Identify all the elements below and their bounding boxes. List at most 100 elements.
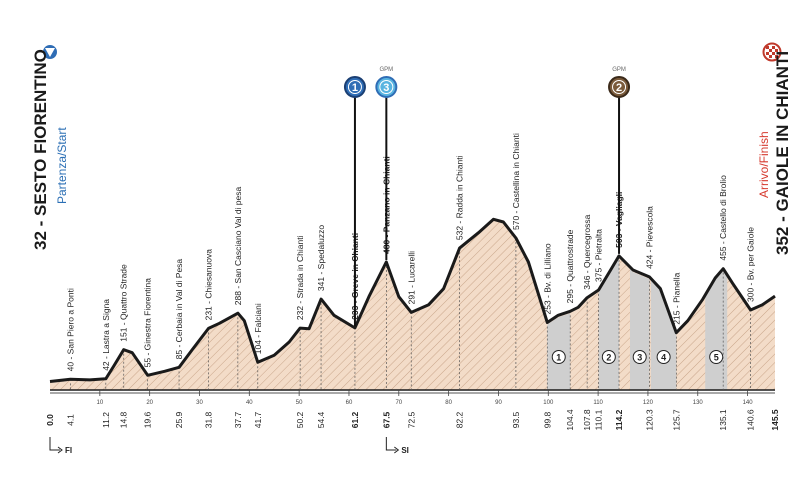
waypoint-label: 288 - San Casciano Val di pesa xyxy=(233,186,243,305)
waypoint-label: 215 - Pianella xyxy=(671,272,681,324)
sector-number-label: 1 xyxy=(556,353,561,363)
minor-tick-label: 140 xyxy=(743,400,754,406)
finish-title: 352 - GAIOLE IN CHIANTI xyxy=(773,51,792,255)
sector-number-badge xyxy=(656,350,671,364)
minor-tick-label: 20 xyxy=(146,400,153,406)
km-label: 41.7 xyxy=(253,411,263,428)
finish-altitude: 352 xyxy=(773,227,792,255)
waypoint-label: 341 - Spedaluzzo xyxy=(316,225,326,291)
sector-number-label: 5 xyxy=(714,353,719,363)
badge-sublabel: GPM xyxy=(380,67,394,73)
start-altitude: 32 xyxy=(31,231,50,250)
checker-cell xyxy=(769,55,772,58)
minor-tick-label: 10 xyxy=(96,400,103,406)
waypoint-label: 42 - Lastra a Signa xyxy=(101,299,111,371)
km-label: 93.5 xyxy=(511,411,521,428)
km-label: 37.7 xyxy=(233,411,243,428)
km-label: 4.1 xyxy=(65,414,75,426)
waypoint-label: 231 - Chiesanuova xyxy=(203,249,213,321)
badge-ring xyxy=(379,80,394,94)
start-name: SESTO FIORENTINO xyxy=(31,49,50,216)
km-label: 67.5 xyxy=(381,411,391,428)
km-label: 120.3 xyxy=(644,409,654,431)
minor-tick-label: 90 xyxy=(495,400,502,406)
sector-number-label: 2 xyxy=(606,353,611,363)
minor-tick-label: 30 xyxy=(196,400,203,406)
km-label: 135.1 xyxy=(718,409,728,431)
direction-arrow-icon xyxy=(385,437,397,451)
minor-tick-label: 120 xyxy=(643,400,654,406)
arrow-head-icon xyxy=(57,446,63,454)
km-label: 82.2 xyxy=(455,411,465,428)
badge-number: 1 xyxy=(352,82,358,94)
minor-tick-label: 110 xyxy=(593,400,603,406)
km-label: 61.2 xyxy=(350,411,360,428)
profile-outline xyxy=(49,217,776,383)
km-label: 125.7 xyxy=(671,409,681,431)
minor-tick-label: 130 xyxy=(693,400,704,406)
gravel-sector xyxy=(630,269,650,390)
checker-pattern xyxy=(766,46,778,58)
km-label: 104.4 xyxy=(565,409,575,431)
checker-cell xyxy=(775,49,778,52)
minor-tick-label: 70 xyxy=(395,400,402,406)
km-label: 72.5 xyxy=(406,411,416,428)
km-label: 54.4 xyxy=(316,411,326,428)
profile-area xyxy=(50,219,775,390)
waypoint-label: 570 - Castellina in Chianti xyxy=(511,133,521,230)
waypoint-label: 104 - Falciani xyxy=(253,303,263,354)
waypoint-label: 346 - Quercegrossa xyxy=(582,214,592,289)
badge-number: 2 xyxy=(616,82,622,94)
sector-number-badge xyxy=(551,350,566,364)
waypoint-label: 455 - Castello di Brolio xyxy=(718,175,728,261)
start-marker xyxy=(41,43,59,61)
km-label: 99.8 xyxy=(542,411,552,428)
checker-cell xyxy=(775,55,778,58)
badge-sublabel: GPM xyxy=(612,67,626,73)
badge-circle xyxy=(343,76,366,98)
arrow-head-icon xyxy=(394,446,400,454)
start-sublabel: Partenza/Start xyxy=(55,127,69,204)
waypoint-label: 375 - Pietralta xyxy=(594,229,604,282)
km-label: 110.1 xyxy=(594,409,604,430)
sector-number-badge xyxy=(632,350,647,364)
km-label: 0.0 xyxy=(45,414,55,426)
waypoint-label: 55 - Ginestra Fiorentina xyxy=(143,278,153,368)
sector-number-badge xyxy=(601,350,616,364)
waypoint-label: 232 - Strada in Chianti xyxy=(295,235,305,320)
waypoint-label: 424 - Pievescola xyxy=(644,206,654,269)
direction-label: FI xyxy=(65,446,72,455)
checker-cell xyxy=(766,52,769,55)
chart-layer: 1 2 3 4 5 10 20 30 40 50 60 70 80 90 100 110 120 130 140 40… xyxy=(45,67,780,455)
waypoint-label: 300 - Bv. per Gaiole xyxy=(746,227,756,302)
km-label: 14.8 xyxy=(119,411,129,428)
badge-circle xyxy=(608,76,631,98)
km-label: 107.8 xyxy=(582,409,592,431)
km-label: 31.8 xyxy=(203,411,213,428)
km-label: 114.2 xyxy=(614,409,624,430)
sector-number-label: 4 xyxy=(661,353,666,363)
waypoint-label: 253 - Bv. di Lilliano xyxy=(542,243,552,314)
minor-tick-label: 40 xyxy=(246,400,253,406)
km-label: 145.5 xyxy=(770,409,780,431)
km-label: 140.6 xyxy=(746,409,756,431)
badge-ring xyxy=(347,80,362,94)
km-label: 50.2 xyxy=(295,411,305,428)
waypoint-label: 151 - Quattro Strade xyxy=(119,264,129,342)
checker-cell xyxy=(772,46,775,49)
sector-number-badge xyxy=(709,350,724,364)
waypoint-label: 291 - Lucarelli xyxy=(406,251,416,305)
finish-marker xyxy=(762,42,782,62)
direction-arrow-icon xyxy=(49,437,60,451)
gravel-sector xyxy=(650,280,677,390)
start-arrow-icon xyxy=(45,48,55,57)
finish-name: GAIOLE IN CHIANTI xyxy=(773,51,792,212)
checker-cell xyxy=(766,46,769,49)
badge-ring xyxy=(612,80,627,94)
minor-tick-label: 100 xyxy=(543,400,554,406)
sector-number-label: 3 xyxy=(637,353,642,363)
km-label: 19.6 xyxy=(143,411,153,428)
minor-tick-label: 80 xyxy=(445,400,452,406)
badge-number: 3 xyxy=(383,82,389,94)
